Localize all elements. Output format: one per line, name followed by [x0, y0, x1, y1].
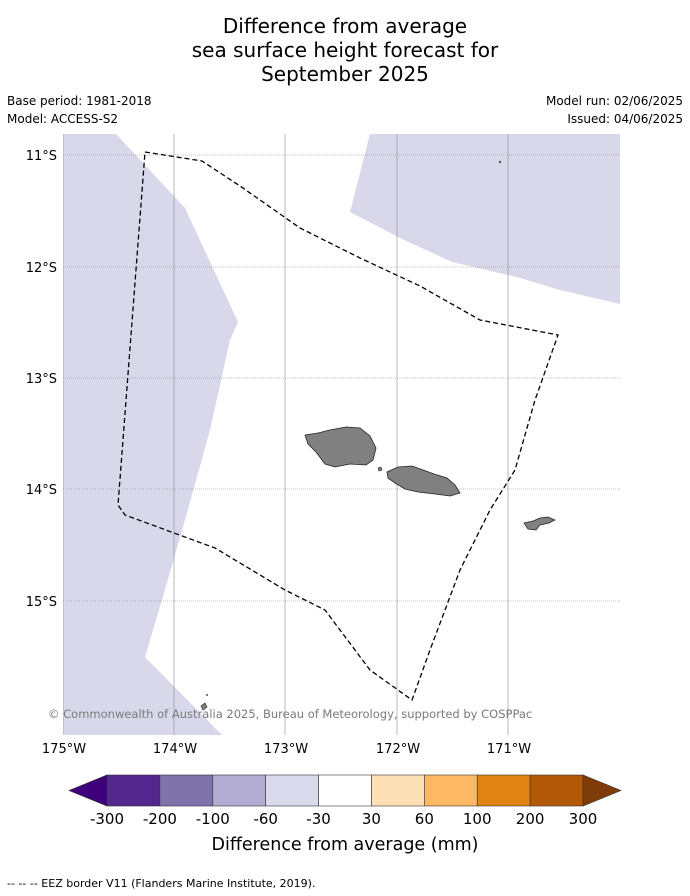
colorbar-label: Difference from average (mm): [211, 835, 478, 855]
lon-labels: 175°W 174°W 173°W 172°W 171°W: [42, 742, 531, 757]
lat-label-15s: 15°S: [26, 595, 57, 610]
shade-west: [63, 134, 238, 735]
lat-label-13s: 13°S: [26, 372, 57, 387]
map-area: [63, 134, 620, 735]
colorbar-tick-label: -300: [90, 810, 124, 828]
colorbar-segments: [68, 774, 622, 807]
island-manono: [377, 466, 383, 472]
colorbar-segment: [159, 774, 214, 807]
colorbar-segment: [106, 774, 161, 807]
colorbar-tick-label: -100: [196, 810, 230, 828]
island-savaii: [304, 426, 377, 468]
lat-label-14s: 14°S: [26, 483, 57, 498]
colorbar-segment: [476, 774, 531, 807]
island-upolu: [386, 465, 461, 497]
colorbar-tick-label: -30: [306, 810, 331, 828]
shade-northeast: [350, 134, 620, 304]
lon-label-173w: 173°W: [264, 742, 308, 757]
footer-legend: -- -- -- EEZ border V11 (Flanders Marine…: [7, 877, 316, 890]
island-uvea: [200, 702, 208, 711]
lat-labels: 11°S 12°S 13°S 14°S 15°S: [26, 149, 57, 610]
colorbar-segment: [212, 774, 266, 807]
colorbar-extend-low: [68, 774, 108, 807]
lat-label-11s: 11°S: [26, 149, 57, 164]
colorbar-tick-label: 200: [516, 810, 545, 828]
island-rose-atoll: [498, 160, 502, 164]
colorbar-tick-label: 30: [362, 810, 381, 828]
colorbar-segment: [371, 774, 425, 807]
title-line-3: September 2025: [261, 62, 429, 86]
copyright-text: © Commonwealth of Australia 2025, Bureau…: [48, 707, 532, 721]
model-name: Model: ACCESS-S2: [7, 112, 119, 126]
colorbar-ticks: -300 -200 -100 -60 -30 30 60 100 200 300: [90, 810, 597, 828]
colorbar-segment: [265, 774, 319, 807]
model-run: Model run: 02/06/2025: [545, 94, 683, 108]
issued-date: Issued: 04/06/2025: [567, 112, 683, 126]
colorbar-tick-label: -200: [143, 810, 177, 828]
colorbar-tick-label: 100: [463, 810, 492, 828]
colorbar-tick-label: -60: [253, 810, 278, 828]
lon-label-171w: 171°W: [487, 742, 531, 757]
colorbar-tick-label: 300: [569, 810, 598, 828]
lat-label-12s: 12°S: [26, 261, 57, 276]
title-line-2: sea surface height forecast for: [191, 38, 499, 62]
lon-label-174w: 174°W: [153, 742, 197, 757]
lon-label-172w: 172°W: [376, 742, 420, 757]
colorbar-segment: [318, 774, 372, 807]
colorbar-extend-high: [582, 774, 622, 807]
colorbar-segment: [529, 774, 584, 807]
island-futuna: [206, 694, 208, 696]
colorbar-tick-label: 60: [415, 810, 434, 828]
header-left: Base period: 1981-2018 Model: ACCESS-S2: [7, 94, 152, 130]
island-tutuila: [523, 516, 556, 531]
chart-title: Difference from average sea surface heig…: [0, 14, 690, 86]
colorbar: -300 -200 -100 -60 -30 30 60 100 200 300 Differen…: [68, 774, 622, 855]
lon-label-175w: 175°W: [42, 742, 86, 757]
title-line-1: Difference from average: [222, 14, 468, 38]
header-right: Model run: 02/06/2025 Issued: 04/06/2025: [546, 94, 683, 130]
graticule: [63, 134, 620, 735]
colorbar-segment: [424, 774, 478, 807]
base-period: Base period: 1981-2018: [7, 94, 152, 108]
